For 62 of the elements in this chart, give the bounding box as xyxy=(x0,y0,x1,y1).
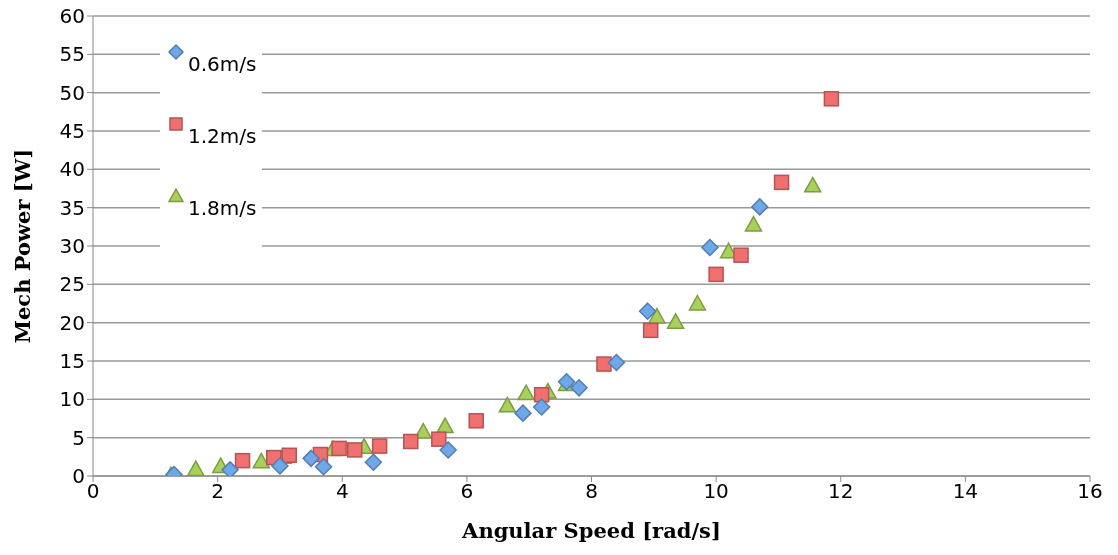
point xyxy=(750,198,769,216)
x-axis-title: Angular Speed [rad/s] xyxy=(461,518,721,543)
x-tick-label: 16 xyxy=(1077,479,1103,504)
point xyxy=(514,404,532,422)
point xyxy=(708,266,724,283)
x-tick-label: 10 xyxy=(703,479,729,504)
point xyxy=(517,384,535,401)
point xyxy=(234,452,251,469)
point xyxy=(271,457,289,475)
point xyxy=(431,431,447,447)
point xyxy=(346,442,363,458)
legend-label: 1.2m/s xyxy=(188,124,257,148)
x-tick-label: 12 xyxy=(828,479,854,504)
point xyxy=(252,452,270,469)
point xyxy=(331,440,347,457)
point xyxy=(607,353,626,372)
point xyxy=(221,461,239,476)
point xyxy=(498,396,517,413)
point xyxy=(701,238,719,257)
point xyxy=(744,215,763,232)
y-tick-label: 40 xyxy=(59,157,85,182)
legend-label: 1.8m/s xyxy=(188,196,257,220)
y-tick-label: 15 xyxy=(59,349,85,374)
y-tick-label: 25 xyxy=(59,272,85,297)
point xyxy=(666,313,685,330)
y-tick-label: 35 xyxy=(59,195,85,220)
point xyxy=(364,453,383,471)
point xyxy=(803,176,822,193)
point xyxy=(302,449,320,468)
point xyxy=(638,302,657,320)
point xyxy=(314,458,333,476)
point xyxy=(733,247,749,263)
y-tick-label: 10 xyxy=(59,387,85,412)
x-tick-label: 14 xyxy=(952,479,979,504)
y-tick-label: 55 xyxy=(59,42,85,67)
point xyxy=(570,379,588,397)
point xyxy=(187,460,205,476)
point xyxy=(281,447,298,464)
point xyxy=(403,433,419,450)
y-tick-label: 60 xyxy=(59,4,85,29)
y-axis-title: Mech Power [W] xyxy=(10,148,36,344)
y-tick-label: 50 xyxy=(59,80,85,105)
point xyxy=(532,398,551,416)
point xyxy=(642,322,659,339)
point xyxy=(648,307,666,324)
y-tick-label: 5 xyxy=(72,425,85,450)
y-tick-label: 30 xyxy=(59,234,85,259)
point xyxy=(439,441,457,459)
y-tick-label: 20 xyxy=(59,310,85,335)
point xyxy=(468,413,484,429)
point xyxy=(823,91,840,107)
y-tick-label: 45 xyxy=(59,119,85,144)
x-tick-label: 4 xyxy=(335,479,349,504)
point xyxy=(414,422,433,439)
x-tick-label: 6 xyxy=(460,479,474,504)
point xyxy=(688,294,707,311)
point xyxy=(371,438,388,454)
point xyxy=(596,356,612,372)
x-tick-label: 2 xyxy=(211,479,224,504)
legend-label: 0.6m/s xyxy=(188,52,257,76)
point xyxy=(773,174,790,191)
x-tick-label: 8 xyxy=(585,479,598,504)
